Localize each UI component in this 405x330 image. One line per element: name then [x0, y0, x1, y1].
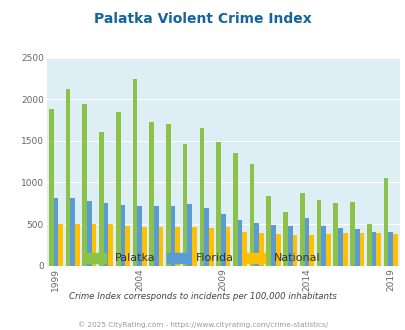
Bar: [283, 212, 287, 266]
Bar: [87, 201, 92, 266]
Bar: [254, 223, 258, 266]
Bar: [271, 225, 275, 266]
Bar: [66, 89, 70, 266]
Bar: [366, 224, 371, 266]
Bar: [309, 235, 313, 266]
Bar: [158, 227, 163, 266]
Bar: [383, 178, 388, 266]
Bar: [82, 104, 87, 266]
Bar: [99, 132, 104, 266]
Bar: [104, 203, 108, 266]
Bar: [187, 204, 192, 266]
Bar: [75, 224, 79, 266]
Bar: [192, 227, 196, 266]
Bar: [350, 202, 354, 266]
Bar: [171, 206, 175, 266]
Bar: [258, 233, 263, 266]
Bar: [316, 200, 321, 266]
Bar: [249, 164, 254, 266]
Bar: [70, 198, 75, 266]
Bar: [333, 203, 337, 266]
Bar: [132, 80, 137, 266]
Bar: [153, 206, 158, 266]
Bar: [292, 235, 296, 266]
Bar: [58, 224, 63, 266]
Bar: [204, 208, 209, 266]
Bar: [225, 227, 230, 266]
Bar: [137, 206, 142, 266]
Bar: [304, 218, 309, 266]
Bar: [237, 220, 242, 266]
Bar: [325, 234, 330, 266]
Bar: [388, 232, 392, 266]
Bar: [115, 112, 120, 266]
Bar: [266, 196, 271, 266]
Bar: [371, 232, 375, 266]
Bar: [299, 193, 304, 266]
Bar: [216, 142, 220, 266]
Bar: [149, 122, 153, 266]
Bar: [275, 234, 280, 266]
Bar: [337, 228, 342, 266]
Bar: [209, 228, 213, 266]
Bar: [287, 226, 292, 266]
Bar: [182, 144, 187, 266]
Bar: [359, 233, 363, 266]
Text: © 2025 CityRating.com - https://www.cityrating.com/crime-statistics/: © 2025 CityRating.com - https://www.city…: [78, 322, 327, 328]
Bar: [342, 233, 347, 266]
Bar: [175, 227, 180, 266]
Text: Crime Index corresponds to incidents per 100,000 inhabitants: Crime Index corresponds to incidents per…: [69, 292, 336, 301]
Bar: [199, 128, 204, 266]
Bar: [142, 227, 146, 266]
Bar: [49, 109, 53, 266]
Text: Palatka Violent Crime Index: Palatka Violent Crime Index: [94, 12, 311, 25]
Bar: [220, 214, 225, 266]
Bar: [166, 124, 171, 266]
Legend: Palatka, Florida, National: Palatka, Florida, National: [82, 249, 323, 267]
Bar: [232, 153, 237, 266]
Bar: [120, 205, 125, 266]
Bar: [392, 234, 397, 266]
Bar: [53, 198, 58, 266]
Bar: [354, 229, 359, 266]
Bar: [108, 224, 113, 266]
Bar: [92, 224, 96, 266]
Bar: [321, 226, 325, 266]
Bar: [125, 226, 130, 266]
Bar: [242, 232, 247, 266]
Bar: [375, 233, 380, 266]
